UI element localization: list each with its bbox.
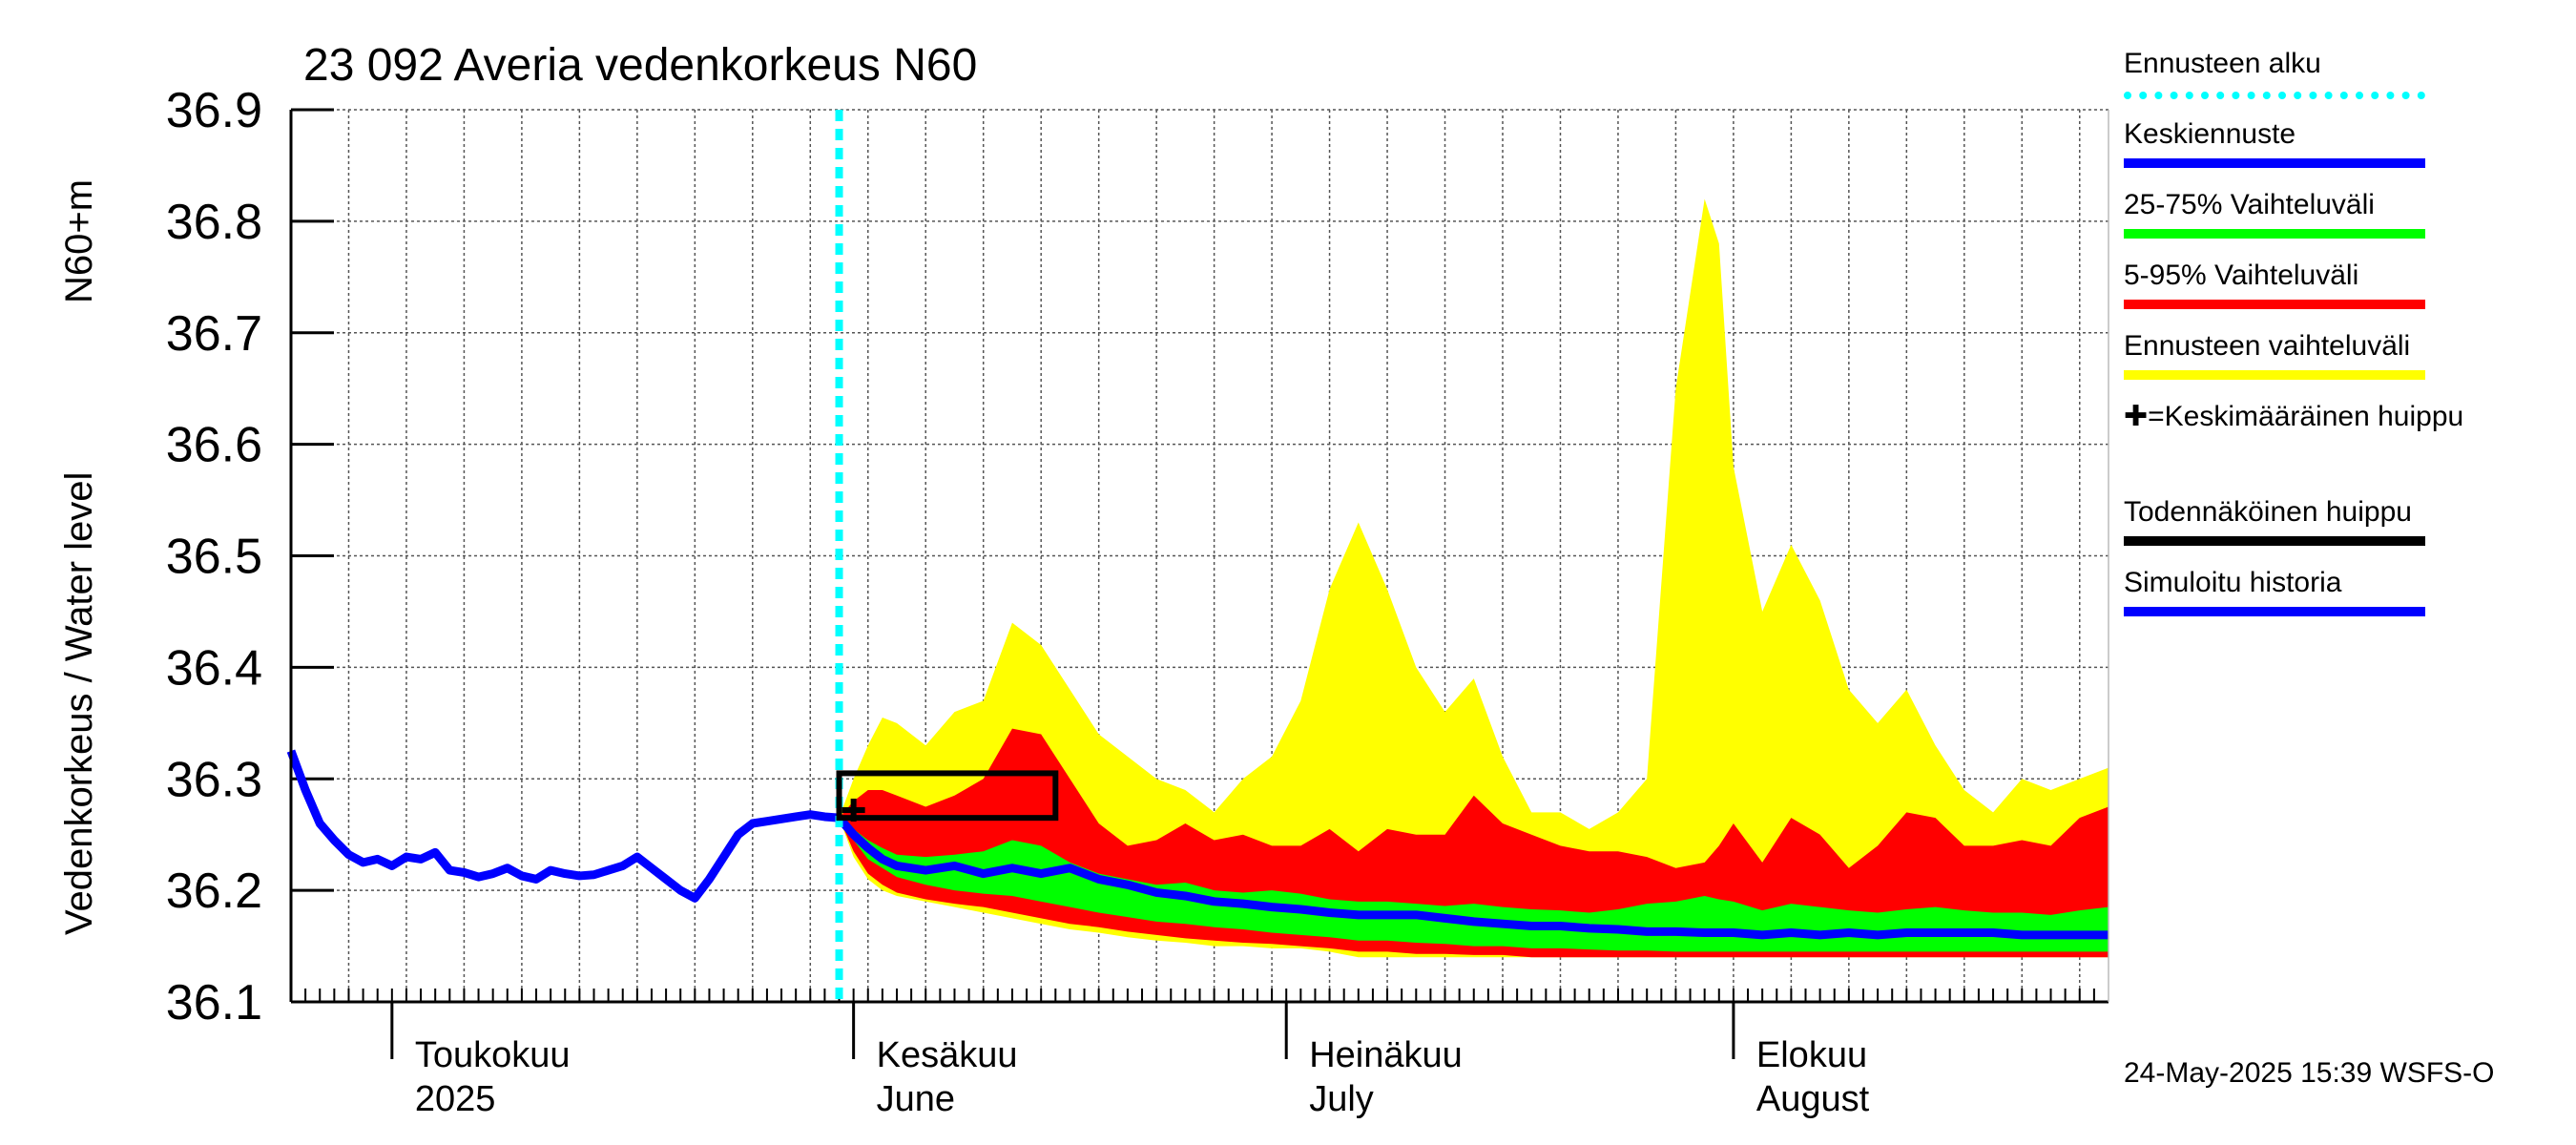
legend-swatch <box>2124 370 2425 380</box>
legend: Ennusteen alku Keskiennuste 25-75% Vaihtel… <box>2124 48 2563 637</box>
legend-item: Keskiennuste <box>2124 118 2563 189</box>
range-25-75-band <box>839 818 2109 952</box>
probable-peak-box <box>836 770 1059 822</box>
legend-item: 25-75% Vaihteluväli <box>2124 189 2563 260</box>
x-month-label-en: August <box>1756 1079 1870 1119</box>
legend-label: 25-75% Vaihteluväli <box>2124 189 2375 220</box>
legend-swatch <box>2124 92 2425 99</box>
legend-label: 5-95% Vaihteluväli <box>2124 260 2359 291</box>
legend-item: ✚=Keskimääräinen huippu <box>2124 401 2563 496</box>
legend-item: Simuloitu historia <box>2124 567 2563 637</box>
simulated-history-line <box>286 749 840 903</box>
legend-item: Todennäköinen huippu <box>2124 496 2563 567</box>
y-tick-label: 36.8 <box>166 195 262 250</box>
y-tick-label: 36.4 <box>166 640 262 696</box>
y-tick-label: 36.9 <box>166 83 262 138</box>
legend-swatch <box>2124 536 2425 546</box>
legend-swatch <box>2124 607 2425 616</box>
legend-swatch <box>2124 229 2425 239</box>
x-month-label-en: 2025 <box>415 1079 496 1119</box>
legend-label: Ennusteen alku <box>2124 48 2321 79</box>
legend-label: ✚=Keskimääräinen huippu <box>2124 401 2464 432</box>
mean-peak-marker <box>841 798 865 822</box>
x-month-label-fi: Toukokuu <box>415 1035 571 1075</box>
y-tick-label: 36.6 <box>166 418 262 473</box>
legend-swatch <box>2124 158 2425 168</box>
x-month-label-fi: Heinäkuu <box>1309 1035 1463 1075</box>
legend-item: 5-95% Vaihteluväli <box>2124 260 2563 330</box>
legend-item: Ennusteen alku <box>2124 48 2563 118</box>
x-month-label-en: July <box>1309 1079 1374 1119</box>
x-month-label-fi: Elokuu <box>1756 1035 1867 1075</box>
legend-label: Simuloitu historia <box>2124 567 2342 598</box>
y-tick-label: 36.5 <box>166 530 262 585</box>
timestamp: 24-May-2025 15:39 WSFS-O <box>2124 1057 2495 1089</box>
y-tick-label: 36.2 <box>166 864 262 919</box>
legend-label: Keskiennuste <box>2124 118 2296 150</box>
plot-area: 36.1 36.2 36.3 36.4 36.5 36.6 36.7 36.8 36.9 Touk… <box>166 83 2109 1119</box>
x-month-label-en: June <box>877 1079 955 1119</box>
legend-item: Ennusteen vaihteluväli <box>2124 330 2563 401</box>
legend-label: Ennusteen vaihteluväli <box>2124 330 2411 362</box>
legend-label: Todennäköinen huippu <box>2124 496 2412 528</box>
legend-swatch <box>2124 300 2425 309</box>
y-tick-label: 36.3 <box>166 752 262 807</box>
forecast-range-band <box>839 198 2109 958</box>
chart-title: 23 092 Averia vedenkorkeus N60 <box>303 40 977 91</box>
y-axis-label: Vedenkorkeus / Water level <box>58 472 100 935</box>
y-tick-label: 36.7 <box>166 306 262 362</box>
mean-forecast-line <box>836 815 2109 940</box>
y-tick-label: 36.1 <box>166 975 262 1030</box>
x-month-label-fi: Kesäkuu <box>877 1035 1018 1075</box>
y-axis-unit-label: N60+m <box>58 179 100 303</box>
